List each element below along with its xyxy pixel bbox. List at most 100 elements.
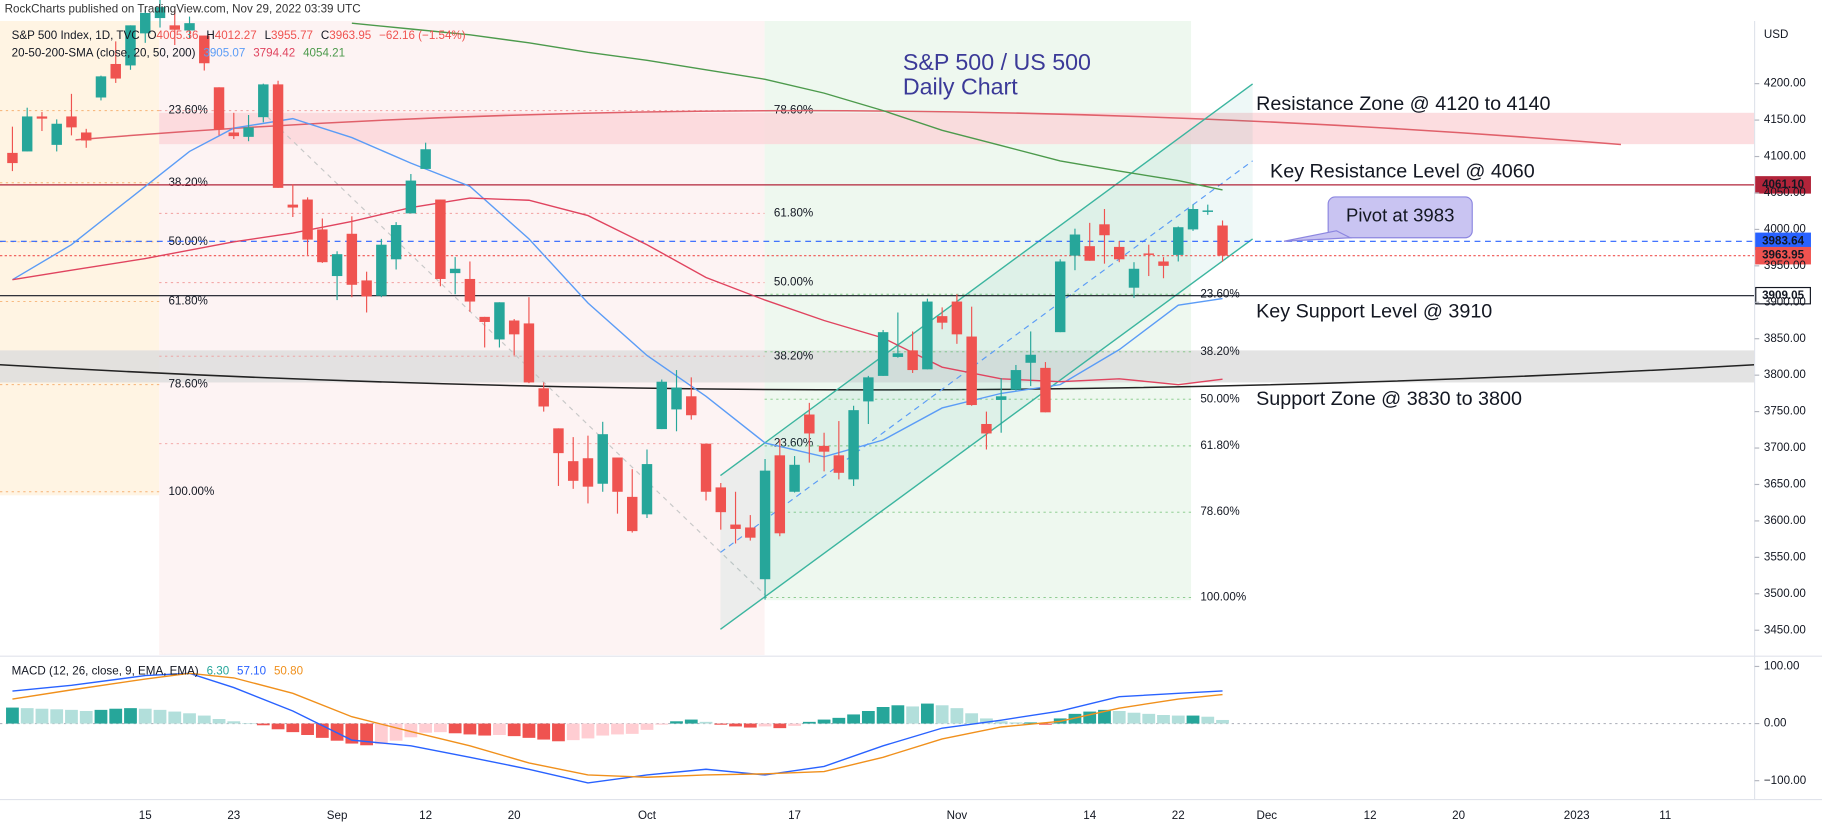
candle-body	[1040, 367, 1051, 413]
y-tick-label: 4150.00	[1764, 113, 1806, 126]
sma-value: 3794.42	[253, 47, 295, 60]
candle-body	[1128, 268, 1140, 288]
candle-body	[464, 278, 476, 302]
annotation: Pivot at 3983	[1346, 205, 1454, 226]
sma-legend: 20-50-200-SMA (close, 20, 50, 200) 3905.…	[12, 47, 345, 60]
x-tick-label: 15	[139, 809, 152, 822]
candle-body	[848, 410, 859, 480]
candle-body	[1025, 354, 1036, 363]
histogram-bar	[448, 723, 462, 734]
y-tick-label: −100.00	[1764, 774, 1807, 787]
chart-subtitle: Daily Chart	[903, 74, 1018, 100]
histogram-bar	[625, 723, 639, 734]
candle-body	[199, 35, 210, 64]
y-tick-label: 3900.00	[1764, 295, 1806, 308]
histogram-bar	[65, 709, 78, 724]
candle-body	[966, 336, 977, 406]
histogram-bar	[271, 723, 285, 730]
candle-body	[863, 377, 874, 402]
fib-label: 38.20%	[774, 349, 813, 362]
candle-body	[892, 353, 904, 357]
histogram-bar	[168, 711, 182, 724]
x-tick-label: Dec	[1256, 809, 1277, 822]
histogram-bar	[35, 708, 49, 724]
candle-body	[287, 204, 299, 208]
candle-body	[523, 323, 535, 383]
histogram-bar	[684, 719, 698, 724]
candle-body	[1158, 261, 1169, 266]
histogram-bar	[138, 708, 152, 724]
candle-body	[376, 244, 387, 296]
histogram-bar	[79, 711, 93, 724]
candle-body	[435, 199, 446, 279]
candle-body	[818, 445, 830, 452]
histogram-bar	[404, 723, 418, 738]
histogram-bar	[6, 707, 19, 724]
histogram-bar	[153, 709, 167, 724]
candle-body	[671, 387, 682, 410]
histogram-bar	[980, 718, 993, 724]
candle-body	[272, 84, 284, 188]
resistance-arc	[75, 109, 1622, 146]
histogram-bar	[994, 721, 1008, 724]
candle-body	[922, 301, 933, 370]
y-tick-label: 3700.00	[1764, 441, 1806, 454]
candle-body	[258, 84, 269, 118]
sma-line	[351, 22, 1223, 191]
price-tag-label: 3909.05	[1762, 289, 1804, 302]
histogram-bar	[1157, 715, 1170, 724]
chart-title: S&P 500 / US 500	[903, 49, 1091, 75]
candle-body	[184, 23, 195, 31]
x-tick-label: 22	[1172, 809, 1185, 822]
x-tick-label: Sep	[327, 809, 348, 822]
candle-body	[553, 428, 564, 454]
y-tick-label: 3750.00	[1764, 405, 1806, 418]
y-tick-label: 100.00	[1764, 660, 1800, 673]
histogram-bar	[507, 723, 521, 737]
candle-body	[405, 180, 417, 214]
histogram-bar	[596, 723, 610, 736]
fib-label: 78.60%	[1200, 505, 1239, 518]
zone-label: Support Zone @ 3830 to 3800	[1256, 388, 1522, 410]
fib-label: 23.60%	[168, 104, 207, 117]
support-arc	[0, 364, 1755, 391]
histogram-bar	[478, 723, 492, 736]
candle-body	[80, 132, 92, 141]
sma-value: 4054.21	[303, 47, 345, 60]
change: −62.16 (−1.54%)	[379, 29, 466, 42]
ohlc-value: 4012.27	[215, 29, 257, 42]
fib-label: 61.80%	[168, 295, 207, 308]
x-tick-label: 23	[227, 809, 240, 822]
symbol: S&P 500 Index, 1D, TVC	[12, 29, 140, 42]
candle-body	[715, 487, 727, 513]
histogram-bar	[611, 723, 624, 735]
candle-body	[789, 464, 800, 492]
candle-body	[951, 301, 963, 335]
histogram-bar	[906, 706, 920, 724]
candle-body	[981, 423, 992, 434]
histogram-bar	[788, 723, 801, 726]
sma-line	[12, 117, 1223, 458]
y-tick-label: 3450.00	[1764, 623, 1806, 636]
candle-body	[361, 280, 372, 297]
fib-label: 61.80%	[1200, 439, 1239, 452]
fib-label: 38.20%	[168, 176, 207, 189]
candle-body	[154, 7, 166, 19]
histogram-bar	[832, 717, 846, 724]
price-tag	[1755, 176, 1811, 194]
fib-label: 61.80%	[774, 206, 813, 219]
candle-body	[877, 332, 889, 376]
x-tick-label: 17	[788, 809, 801, 822]
candle-body	[1010, 370, 1022, 390]
histogram-bar	[463, 723, 477, 735]
y-tick-label: 4100.00	[1764, 150, 1806, 163]
histogram-bar	[640, 723, 654, 730]
zone	[0, 350, 1755, 383]
channel-mid	[720, 160, 1253, 553]
histogram-bar	[1142, 713, 1156, 724]
header: RockCharts published on TradingView.com,…	[5, 2, 361, 15]
y-tick-label: 3950.00	[1764, 259, 1806, 272]
candle-body	[656, 381, 667, 430]
histogram-bar	[242, 722, 255, 724]
